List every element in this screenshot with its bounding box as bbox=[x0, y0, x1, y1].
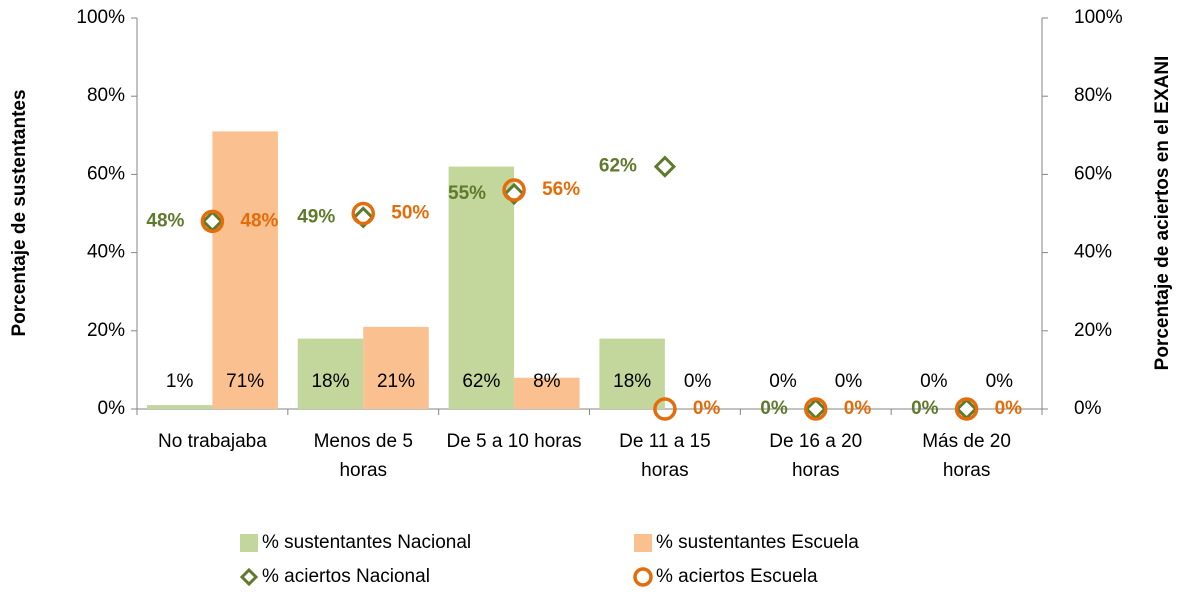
bar bbox=[212, 131, 278, 409]
bar bbox=[514, 377, 580, 409]
bar bbox=[448, 166, 515, 409]
bar-value-label: 0% bbox=[769, 371, 797, 392]
circle-marker bbox=[804, 397, 828, 421]
y2-tick-label: 0% bbox=[1074, 398, 1102, 419]
bar bbox=[146, 405, 213, 409]
marker-value-label: 0% bbox=[911, 398, 939, 419]
bar-value-label: 18% bbox=[311, 371, 349, 392]
marker-value-label: 48% bbox=[146, 210, 184, 231]
diamond-marker bbox=[653, 155, 677, 178]
bar-value-label: 62% bbox=[462, 371, 500, 392]
marker-value-label: 50% bbox=[391, 203, 429, 224]
marker-value-label: 0% bbox=[693, 398, 721, 419]
y2-tick-label: 80% bbox=[1074, 85, 1112, 106]
bar bbox=[363, 326, 429, 409]
bar bbox=[599, 338, 665, 409]
bar-value-label: 1% bbox=[166, 371, 194, 392]
y-axis-title: Porcentaje de sustentantes bbox=[9, 89, 30, 336]
y-tick-label: 60% bbox=[87, 163, 125, 184]
bar-value-label: 71% bbox=[226, 371, 264, 392]
y-tick-label: 0% bbox=[98, 398, 126, 419]
y-tick-label: 80% bbox=[87, 85, 125, 106]
circle-marker bbox=[351, 201, 375, 226]
circle-marker bbox=[653, 397, 677, 421]
y-tick-label: 100% bbox=[76, 7, 125, 28]
marker-value-label: 48% bbox=[240, 210, 278, 231]
bar-value-label: 21% bbox=[377, 371, 415, 392]
marker-value-label: 0% bbox=[844, 398, 872, 419]
legend-swatch bbox=[634, 534, 652, 552]
y-tick-label: 20% bbox=[87, 320, 125, 341]
bar bbox=[297, 338, 364, 409]
y2-tick-label: 20% bbox=[1074, 320, 1112, 341]
x-tick-label: De 11 a 15 horas bbox=[619, 431, 711, 481]
legend-label: % aciertos Escuela bbox=[656, 566, 818, 587]
legend-swatch bbox=[633, 567, 653, 587]
x-tick-label: Más de 20 horas bbox=[922, 431, 1011, 481]
bar-value-label: 18% bbox=[613, 371, 651, 392]
legend-swatch bbox=[239, 567, 259, 587]
marker-value-label: 0% bbox=[760, 398, 788, 419]
y-tick-label: 40% bbox=[87, 242, 125, 263]
legend-label: % sustentantes Nacional bbox=[262, 532, 471, 553]
x-tick-label: Menos de 5 horas bbox=[313, 431, 413, 481]
circle-marker bbox=[200, 209, 225, 234]
bar-value-label: 8% bbox=[533, 371, 561, 392]
bar-value-label: 0% bbox=[684, 371, 712, 392]
circle-marker bbox=[954, 397, 979, 421]
marker-value-label: 55% bbox=[448, 183, 486, 204]
x-tick-label: De 5 a 10 horas bbox=[446, 431, 582, 452]
bar-value-label: 0% bbox=[986, 371, 1014, 392]
y2-tick-label: 100% bbox=[1074, 7, 1123, 28]
x-tick-label: No trabajaba bbox=[158, 431, 267, 452]
legend-swatch bbox=[240, 534, 258, 552]
bar-value-label: 0% bbox=[920, 371, 948, 392]
y2-tick-label: 40% bbox=[1074, 242, 1112, 263]
marker-value-label: 0% bbox=[995, 398, 1023, 419]
circle-marker bbox=[502, 178, 526, 202]
y2-tick-label: 60% bbox=[1074, 163, 1112, 184]
marker-value-label: 62% bbox=[599, 156, 637, 177]
marker-value-label: 49% bbox=[297, 206, 335, 227]
legend-label: % sustentantes Escuela bbox=[656, 532, 859, 553]
x-tick-label: De 16 a 20 horas bbox=[769, 431, 863, 481]
y2-axis-title: Porcentaje de aciertos en el EXANI bbox=[1152, 56, 1173, 371]
marker-value-label: 56% bbox=[542, 179, 580, 200]
bar-value-label: 0% bbox=[835, 371, 863, 392]
legend-label: % aciertos Nacional bbox=[262, 566, 430, 587]
